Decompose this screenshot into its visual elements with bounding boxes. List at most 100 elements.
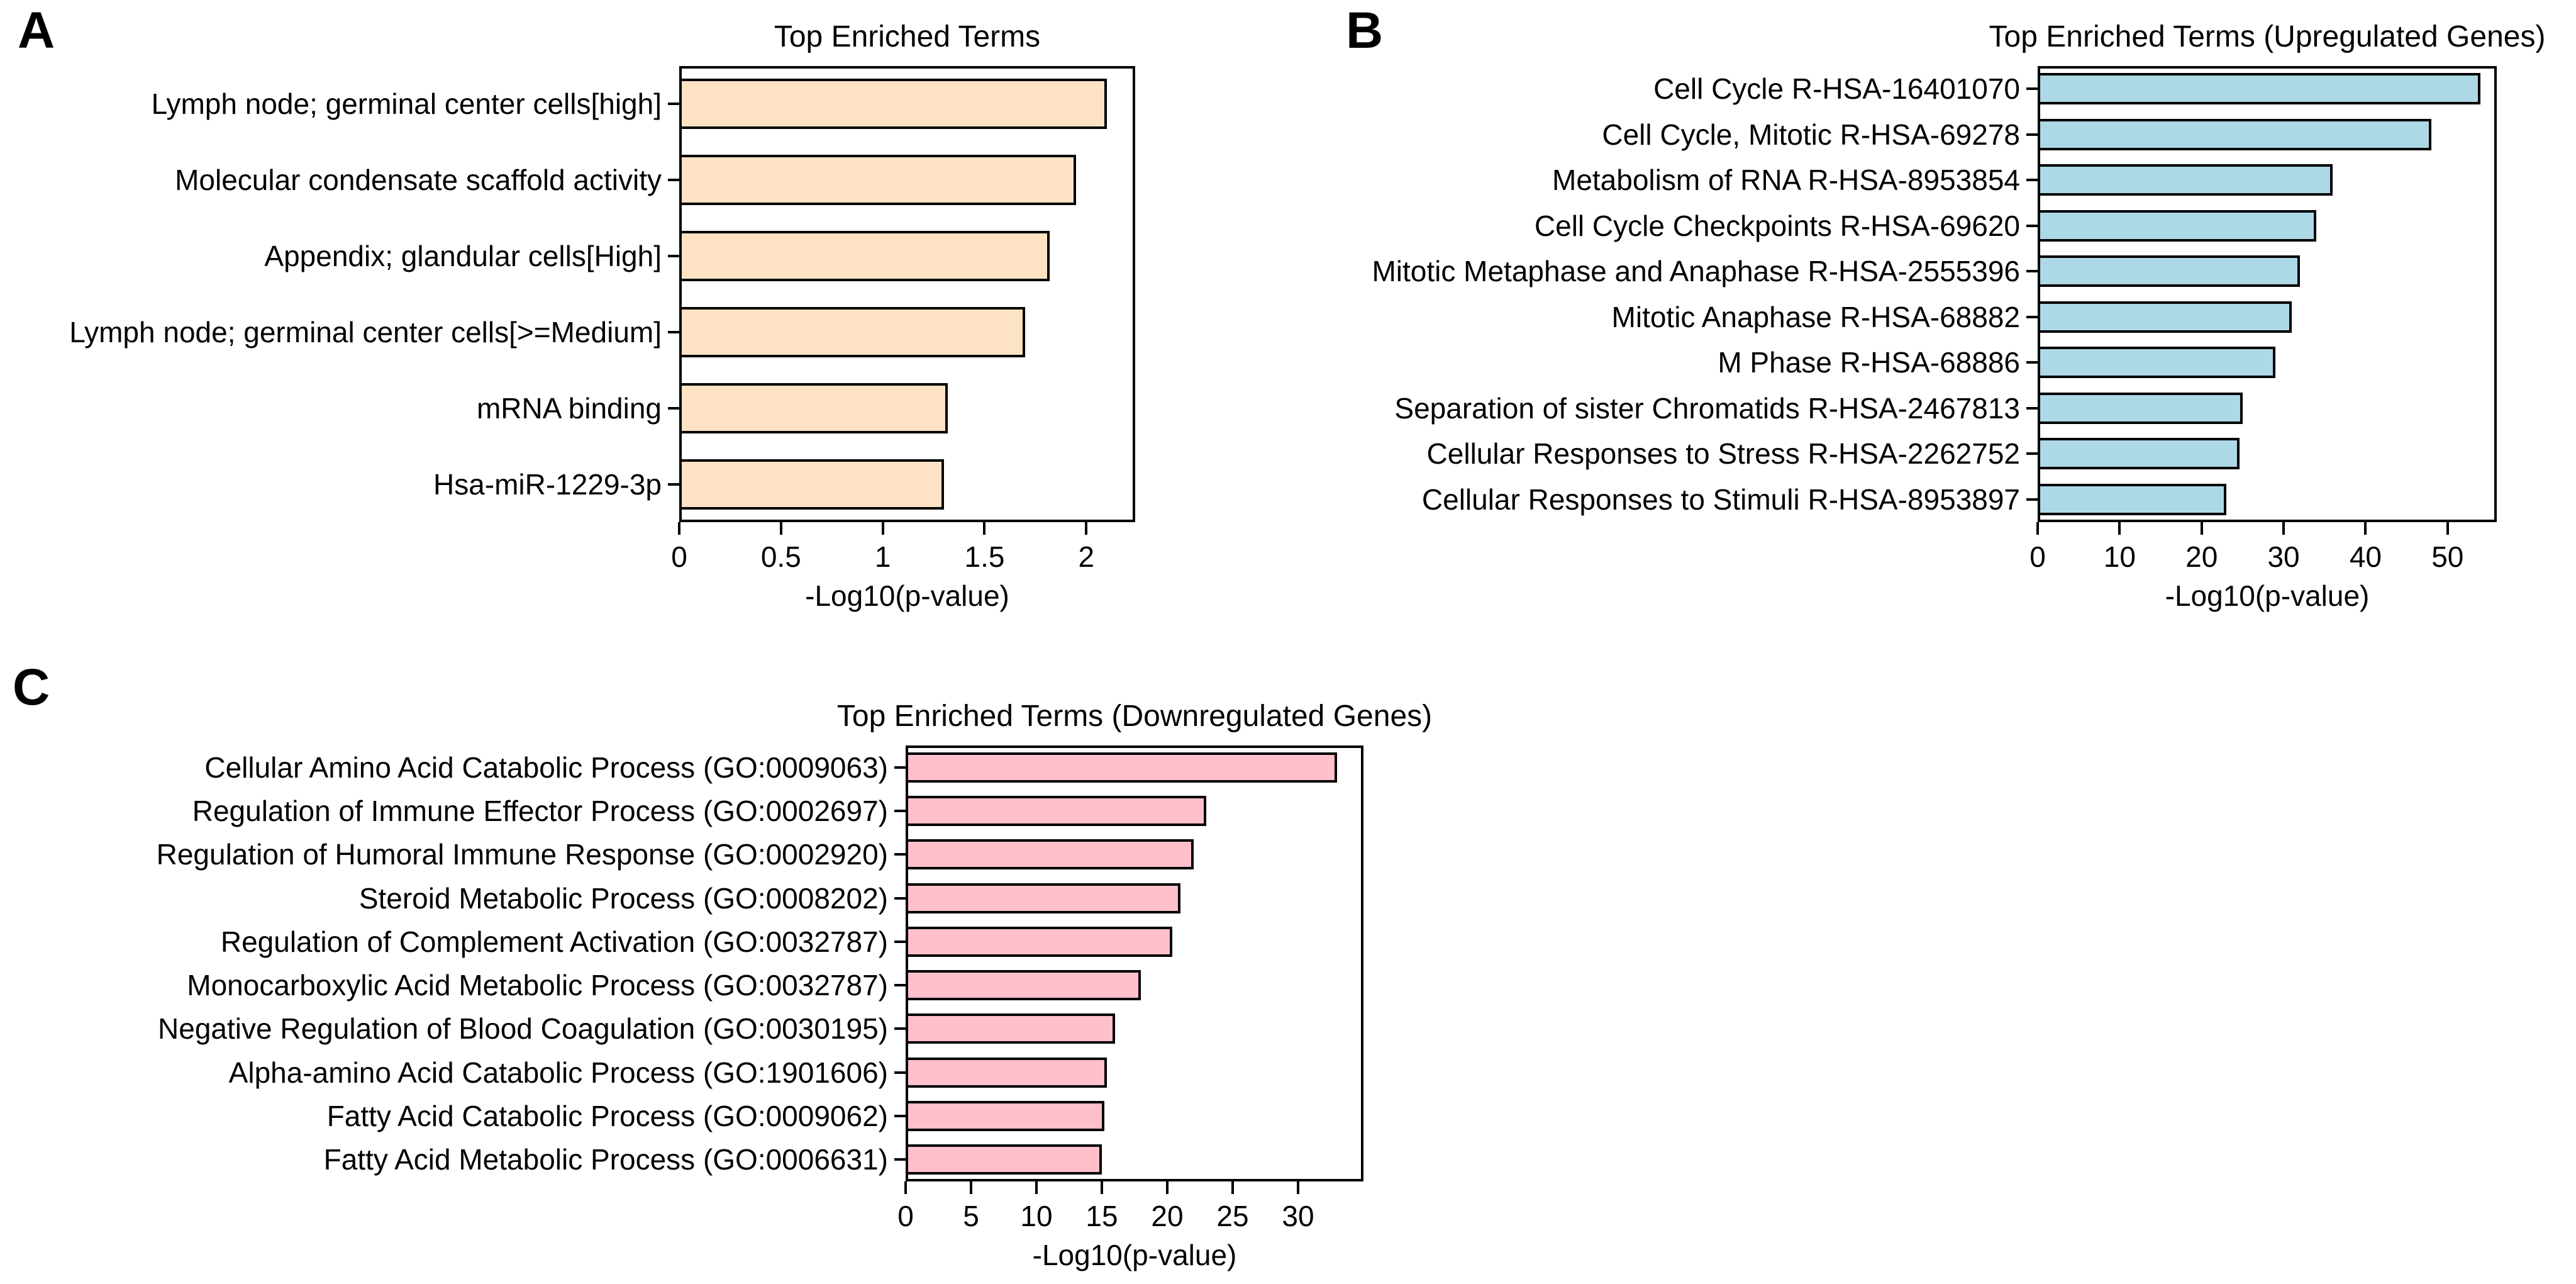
y-tick [2026,270,2038,273]
bar [2038,301,2292,333]
bar [679,79,1107,130]
category-label: Monocarboxylic Acid Metabolic Process (G… [187,969,888,1002]
category-label: Cell Cycle R-HSA-16401070 [1653,72,2020,106]
x-tick-label: 50 [2431,540,2464,573]
plot-area [679,66,1135,522]
x-tick-label: 2 [1078,540,1095,573]
category-label: Regulation of Humoral Immune Response (G… [156,838,888,871]
bar [2038,392,2243,424]
bar [906,839,1194,870]
x-tick [678,522,680,535]
x-tick [2036,522,2039,535]
y-tick [2026,452,2038,455]
category-label: Cell Cycle, Mitotic R-HSA-69278 [1602,118,2020,151]
y-tick [2026,224,2038,227]
x-tick [1085,522,1088,535]
x-tick-label: 20 [2185,540,2218,573]
y-tick [894,1071,906,1074]
y-tick [894,766,906,769]
y-tick [668,483,679,486]
category-label: Steroid Metabolic Process (GO:0008202) [358,881,888,915]
x-tick [904,1181,907,1194]
x-tick-label: 0 [671,540,687,573]
panel-letter-a: A [18,2,55,59]
x-tick [779,522,782,535]
bar [679,306,1025,357]
y-tick [894,1027,906,1030]
x-tick [1297,1181,1299,1194]
x-tick [1035,1181,1038,1194]
bar [906,795,1206,826]
category-label: Separation of sister Chromatids R-HSA-24… [1394,391,2020,425]
bar [679,231,1050,282]
x-tick [1166,1181,1169,1194]
bar [906,1144,1102,1175]
bar [679,155,1076,206]
chart-title: Top Enriched Terms (Downregulated Genes) [836,700,1433,733]
x-tick-label: 15 [1085,1200,1118,1232]
y-tick [668,255,679,258]
y-tick [668,406,679,410]
category-label: Hsa-miR-1229-3p [433,467,662,501]
y-tick [894,984,906,987]
bar [2038,438,2240,470]
x-tick [881,522,884,535]
x-tick-label: 10 [1020,1200,1053,1232]
bar [2038,255,2300,288]
category-label: Appendix; glandular cells[High] [264,240,662,273]
x-tick-label: 30 [2267,540,2300,573]
bar [2038,209,2316,242]
category-label: Alpha-amino Acid Catabolic Process (GO:1… [228,1056,888,1089]
bar [2038,347,2275,379]
y-tick [2026,361,2038,364]
x-tick [2282,522,2285,535]
category-label: Fatty Acid Catabolic Process (GO:0009062… [326,1100,888,1133]
y-tick [894,1115,906,1118]
x-tick-label: 20 [1151,1200,1184,1232]
y-tick [668,330,679,333]
x-tick [2446,522,2449,535]
bar [679,382,948,433]
bar [906,883,1180,913]
x-axis-label: -Log10(p-value) [805,579,1009,612]
y-tick [2026,315,2038,318]
y-tick [2026,133,2038,136]
category-label: Lymph node; germinal center cells[high] [151,87,662,121]
x-tick-label: 0 [2029,540,2046,573]
bar [2038,483,2226,515]
category-label: Negative Regulation of Blood Coagulation… [158,1012,888,1046]
panel-letter-b: B [1346,2,1384,59]
category-label: mRNA binding [476,391,662,425]
x-tick-label: 25 [1216,1200,1249,1232]
bar [2038,164,2333,196]
bar [2038,118,2431,150]
category-label: Regulation of Immune Effector Process (G… [192,794,888,827]
y-tick [894,809,906,812]
bar [906,1057,1107,1088]
category-label: Regulation of Complement Activation (GO:… [220,925,888,958]
y-tick [668,179,679,182]
bar [679,459,944,510]
bar [906,1013,1115,1044]
category-label: Mitotic Metaphase and Anaphase R-HSA-255… [1372,255,2020,288]
x-tick-label: 40 [2349,540,2382,573]
y-tick [2026,406,2038,410]
category-label: Cellular Amino Acid Catabolic Process (G… [204,751,888,784]
x-tick-label: 5 [963,1200,979,1232]
x-tick [2118,522,2121,535]
category-label: Cellular Responses to Stimuli R-HSA-8953… [1421,483,2020,516]
x-tick [970,1181,972,1194]
bar [2038,73,2480,105]
y-tick [894,940,906,943]
x-tick-label: 1 [874,540,891,573]
x-tick-label: 0.5 [760,540,801,573]
bar [906,1101,1104,1132]
y-tick [894,1158,906,1161]
category-label: Lymph node; germinal center cells[>=Medi… [69,315,662,349]
category-label: Cellular Responses to Stress R-HSA-22627… [1426,437,2020,471]
y-tick [668,103,679,106]
x-tick-label: 10 [2103,540,2136,573]
x-tick [1101,1181,1103,1194]
